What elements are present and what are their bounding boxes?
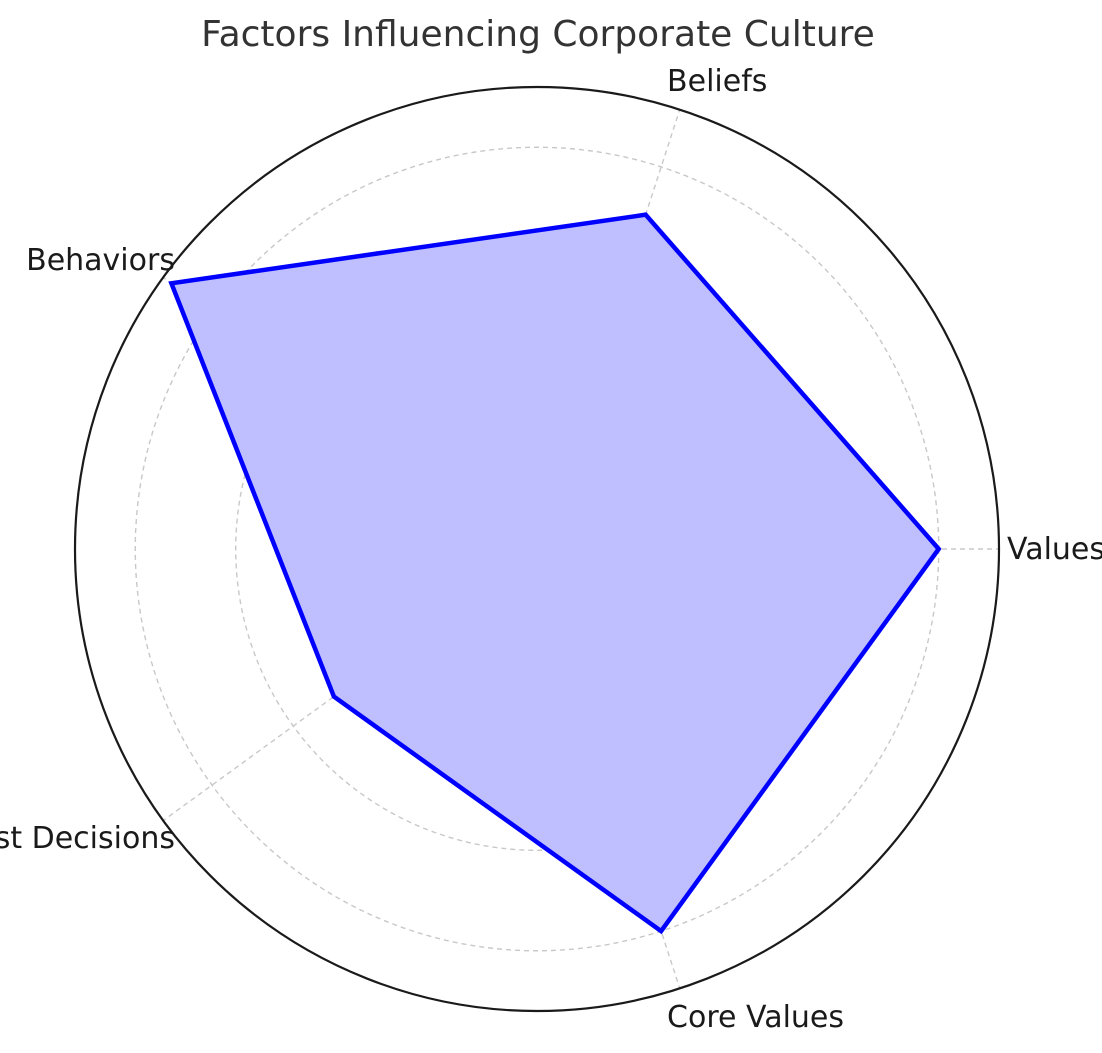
category-label-behaviors: Behaviors (26, 243, 175, 278)
category-label-core-values: Core Values (667, 1000, 844, 1035)
data-layer (168, 212, 942, 935)
category-label-values: Values (1007, 532, 1102, 567)
outer-frame-circle (73, 85, 1001, 1013)
label-layer: Values Beliefs Behaviors Past Decisions Core… (0, 64, 1102, 1035)
data-point-behaviors (169, 281, 174, 286)
data-point-values (936, 547, 941, 551)
series-area-1 (171, 214, 939, 932)
data-point-past-decisions (331, 694, 336, 699)
data-point-beliefs (643, 212, 648, 217)
series-line-1 (168, 212, 942, 935)
chart-title: Factors Influencing Corporate Culture (201, 14, 875, 55)
data-point-core-values (659, 929, 664, 934)
category-label-beliefs: Beliefs (667, 64, 767, 99)
category-label-past-decisions: Past Decisions (0, 821, 175, 856)
